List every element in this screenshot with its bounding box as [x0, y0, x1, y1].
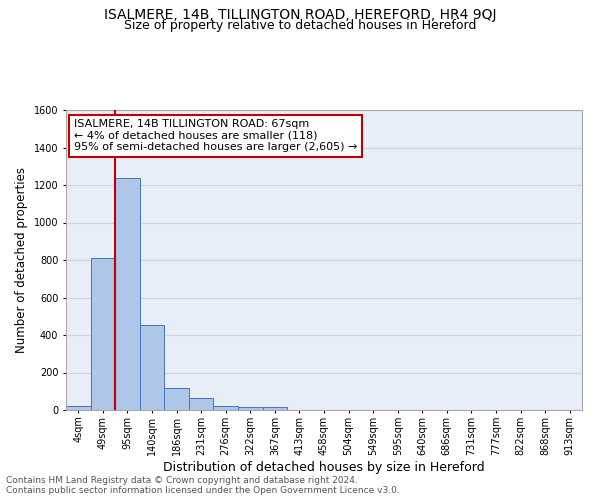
Text: ISALMERE, 14B, TILLINGTON ROAD, HEREFORD, HR4 9QJ: ISALMERE, 14B, TILLINGTON ROAD, HEREFORD…	[104, 8, 496, 22]
Bar	[164, 388, 189, 410]
Text: Size of property relative to detached houses in Hereford: Size of property relative to detached ho…	[124, 19, 476, 32]
Bar	[140, 324, 164, 410]
Bar	[66, 406, 91, 410]
Bar	[91, 258, 115, 410]
Text: ISALMERE, 14B TILLINGTON ROAD: 67sqm
← 4% of detached houses are smaller (118)
9: ISALMERE, 14B TILLINGTON ROAD: 67sqm ← 4…	[74, 119, 357, 152]
Bar	[189, 398, 214, 410]
Bar	[115, 178, 140, 410]
Bar	[238, 407, 263, 410]
Text: Contains HM Land Registry data © Crown copyright and database right 2024.
Contai: Contains HM Land Registry data © Crown c…	[6, 476, 400, 495]
Bar	[263, 407, 287, 410]
X-axis label: Distribution of detached houses by size in Hereford: Distribution of detached houses by size …	[163, 460, 485, 473]
Y-axis label: Number of detached properties: Number of detached properties	[15, 167, 28, 353]
Bar	[214, 406, 238, 410]
